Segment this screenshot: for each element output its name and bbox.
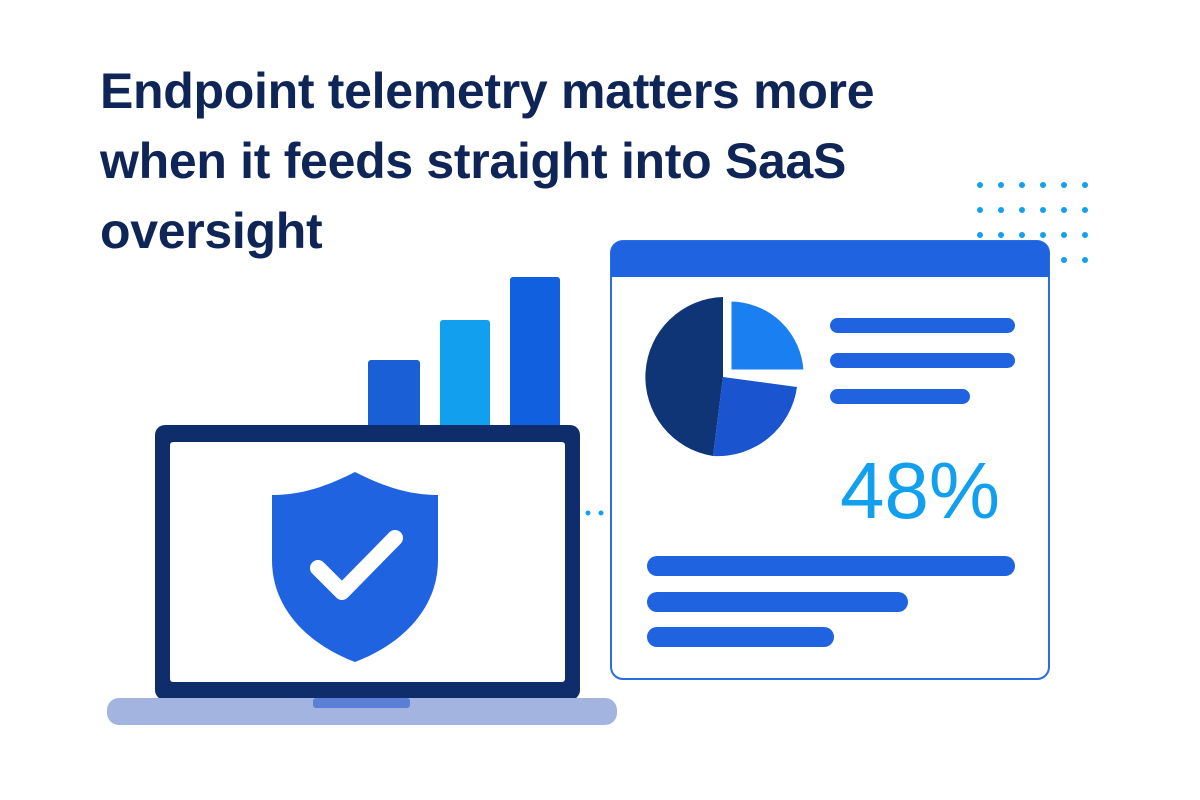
text-line [647,556,1015,576]
text-line [830,389,970,404]
laptop-base [107,698,617,725]
dot [1040,232,1046,238]
dot [998,182,1004,188]
text-line [830,353,1015,368]
dot [1082,207,1088,213]
dot [1061,257,1067,263]
deco-bar [368,360,420,440]
dot [1061,182,1067,188]
deco-bar [510,277,560,440]
text-line [647,627,834,647]
dot [1019,232,1025,238]
dot [1061,232,1067,238]
dot [1019,182,1025,188]
dot [998,207,1004,213]
dot [977,207,983,213]
text-line [830,318,1015,333]
dot [1082,232,1088,238]
dashboard-header [611,241,1049,277]
dot [1082,182,1088,188]
dot [1040,207,1046,213]
deco-bar [440,320,490,440]
dot [977,232,983,238]
pie-slice [713,377,797,457]
pie-slice [728,298,807,373]
laptop-notch [313,698,410,708]
pie-slice [645,297,723,456]
dot [1019,207,1025,213]
text-line [647,592,908,612]
shield [272,472,438,662]
dot [1082,257,1088,263]
stat: 48% [840,446,1000,535]
dot [977,182,983,188]
dot-grid [977,182,1088,263]
dot [1061,207,1067,213]
dot [998,232,1004,238]
title: Endpoint telemetry matters more when it … [100,63,875,259]
dot [1040,182,1046,188]
checkmark [310,530,403,600]
